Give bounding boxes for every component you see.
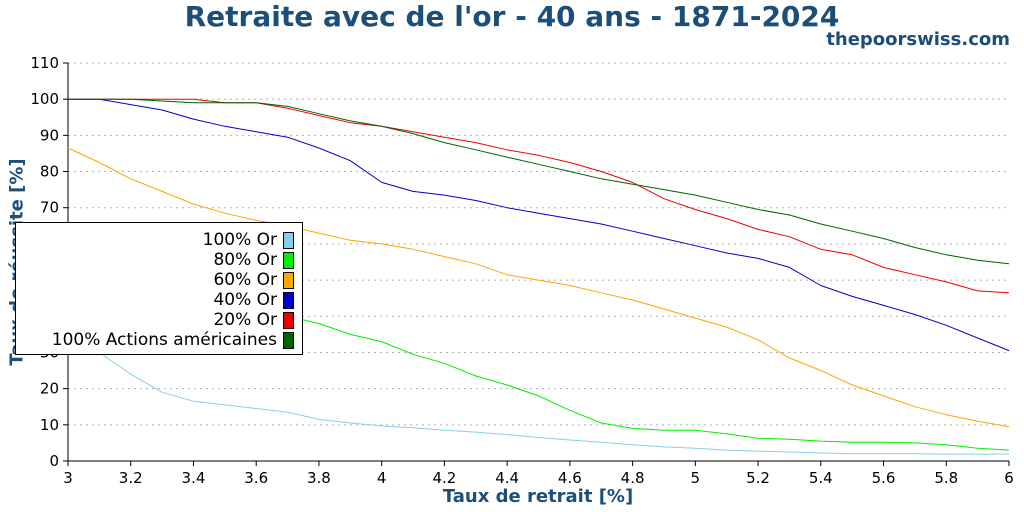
legend-swatch xyxy=(283,271,294,289)
x-tick-label: 3.8 xyxy=(307,469,331,487)
legend-item: 100% Or xyxy=(203,230,294,250)
series-line-0 xyxy=(67,328,1009,455)
series-lines xyxy=(67,98,1010,455)
legend-label: 100% Or xyxy=(202,230,277,250)
x-tick-label: 4 xyxy=(377,469,387,487)
x-tick-label: 5.6 xyxy=(872,469,896,487)
x-tick-label: 6 xyxy=(1004,469,1014,487)
legend-label: 80% Or xyxy=(213,250,277,270)
legend-swatch xyxy=(283,231,294,249)
x-axis-label: Taux de retrait [%] xyxy=(442,486,634,507)
source-label: thepoorswiss.com xyxy=(826,29,1010,50)
legend-label: 100% Actions américaines xyxy=(51,330,277,350)
legend-swatch xyxy=(283,291,294,309)
x-tick-label: 3 xyxy=(63,469,73,487)
y-tick-label: 70 xyxy=(40,199,59,217)
legend-label: 20% Or xyxy=(213,310,277,330)
legend-label: 60% Or xyxy=(213,270,277,290)
y-tick-label: 110 xyxy=(30,54,59,72)
series-line-3 xyxy=(68,98,1010,352)
y-tick-label: 20 xyxy=(40,380,59,398)
x-tick-label: 4.4 xyxy=(495,469,519,487)
x-tick-label: 5.2 xyxy=(746,469,770,487)
x-tick-label: 3.6 xyxy=(244,469,268,487)
y-tick-label: 0 xyxy=(49,452,59,470)
legend-item: 100% Actions américaines xyxy=(52,330,294,350)
x-tick-label: 4.6 xyxy=(558,469,582,487)
legend-swatch xyxy=(283,311,294,329)
series-line-2 xyxy=(67,147,1010,428)
x-tick-label: 3.2 xyxy=(119,469,143,487)
legend-item: 40% Or xyxy=(213,290,294,310)
legend: 100% Or 80% Or 60% Or 40% Or 20% Or 100% Acti… xyxy=(15,222,303,355)
y-tick-label: 80 xyxy=(40,163,59,181)
y-tick-label: 10 xyxy=(40,416,59,434)
legend-item: 20% Or xyxy=(213,310,294,330)
legend-item: 80% Or xyxy=(213,250,294,270)
x-tick-label: 5.8 xyxy=(934,469,958,487)
y-tick-label: 100 xyxy=(30,90,59,108)
x-tick-label: 5 xyxy=(691,469,701,487)
legend-item: 60% Or xyxy=(213,270,294,290)
x-tick-label: 4.8 xyxy=(621,469,645,487)
x-tick-label: 4.2 xyxy=(432,469,456,487)
legend-label: 40% Or xyxy=(213,290,277,310)
x-tick-label: 3.4 xyxy=(182,469,206,487)
y-tick-label: 90 xyxy=(40,126,59,144)
chart-title: Retraite avec de l'or - 40 ans - 1871-20… xyxy=(184,0,840,33)
legend-swatch xyxy=(283,251,294,269)
series-line-5 xyxy=(68,98,1010,265)
x-tick-label: 5.4 xyxy=(809,469,833,487)
legend-swatch xyxy=(283,331,294,349)
